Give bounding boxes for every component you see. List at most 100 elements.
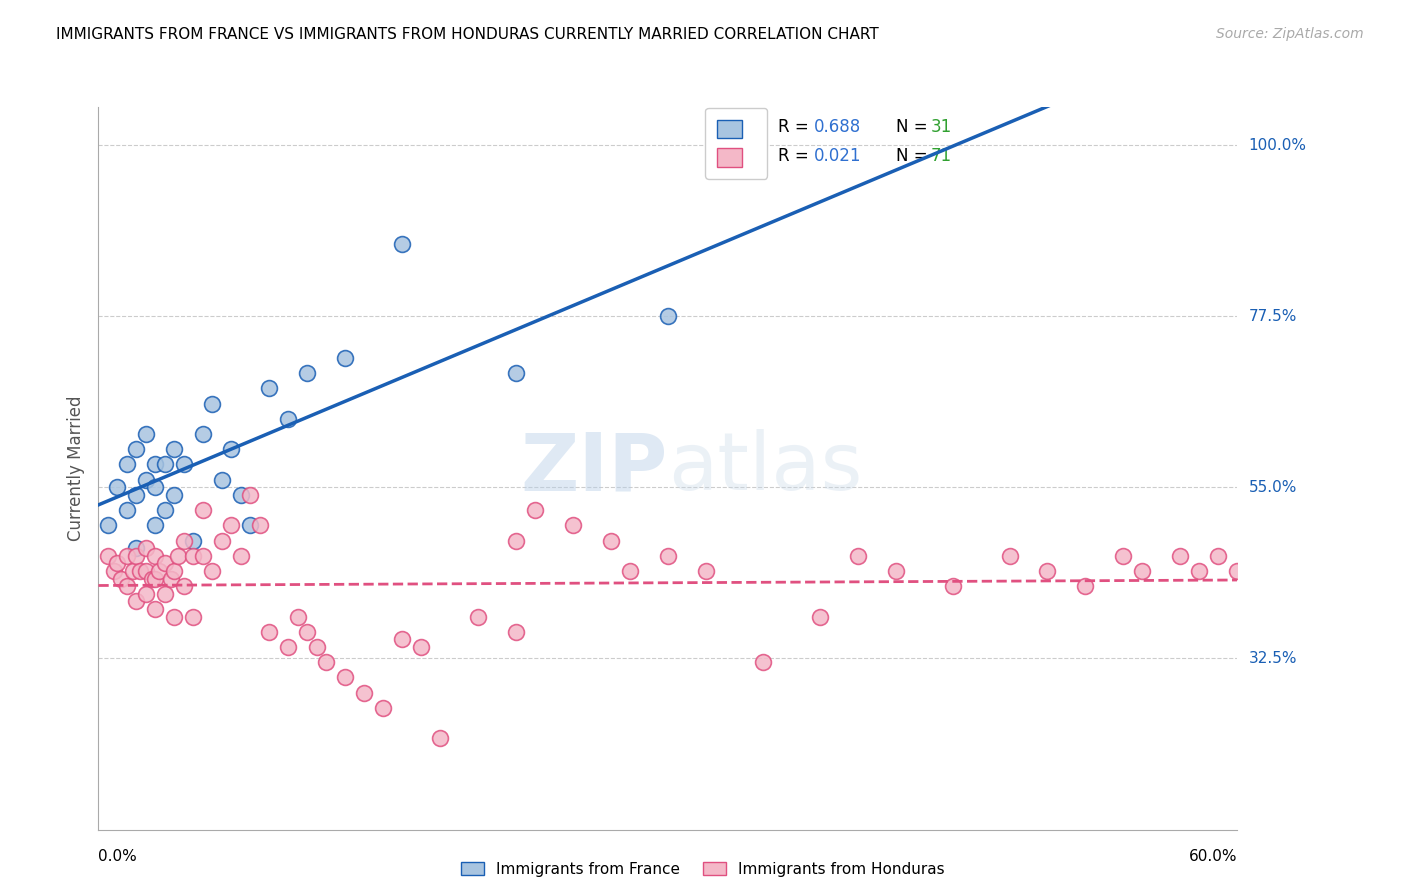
Point [183,609,205,624]
Text: 0.0%: 0.0% [98,848,138,863]
Text: IMMIGRANTS FROM FRANCE VS IMMIGRANTS FROM HONDURAS CURRENTLY MARRIED CORRELATION: IMMIGRANTS FROM FRANCE VS IMMIGRANTS FRO… [56,27,879,42]
Text: 55.0%: 55.0% [1249,480,1296,495]
Point [115,458,138,472]
Point [115,579,138,593]
Point [145,572,167,586]
Point [110,572,132,586]
Text: 71: 71 [931,147,952,165]
Point [145,458,167,472]
Point [153,557,176,571]
Point [183,533,205,548]
Point [145,518,167,533]
Point [505,366,527,380]
Point [1170,549,1192,563]
Text: R =: R = [778,118,814,136]
Point [335,670,357,684]
Point [201,564,224,578]
Point [411,640,433,654]
Point [505,533,527,548]
Y-axis label: Currently Married: Currently Married [66,395,84,541]
Point [97,518,120,533]
Point [1074,579,1097,593]
Point [297,624,319,639]
Legend: , : , [706,108,768,178]
Point [600,533,623,548]
Point [229,549,252,563]
Point [942,579,965,593]
Point [135,473,157,487]
Point [135,587,157,601]
Legend: Immigrants from France, Immigrants from Honduras: Immigrants from France, Immigrants from … [454,854,952,884]
Point [173,458,195,472]
Point [229,488,252,502]
Point [884,564,907,578]
Point [429,731,451,746]
Text: R =: R = [778,147,814,165]
Point [1036,564,1059,578]
Point [173,579,195,593]
Text: 100.0%: 100.0% [1249,137,1306,153]
Text: N =: N = [896,147,932,165]
Point [287,609,309,624]
Point [125,594,148,608]
Point [121,564,143,578]
Point [277,640,299,654]
Point [657,309,679,323]
Point [752,655,775,669]
Text: ZIP: ZIP [520,429,668,508]
Point [1112,549,1135,563]
Point [191,503,214,517]
Point [135,564,157,578]
Point [167,549,190,563]
Text: 77.5%: 77.5% [1249,309,1296,324]
Point [505,624,527,639]
Point [391,632,413,647]
Point [1226,564,1249,578]
Text: 32.5%: 32.5% [1249,651,1296,666]
Point [145,549,167,563]
Point [259,624,281,639]
Point [1188,564,1211,578]
Point [211,473,233,487]
Point [115,503,138,517]
Point [1132,564,1154,578]
Point [239,488,262,502]
Point [221,518,243,533]
Point [371,701,394,715]
Point [315,655,337,669]
Point [695,564,717,578]
Point [163,609,186,624]
Point [153,587,176,601]
Point [808,609,831,624]
Point [173,533,195,548]
Text: 60.0%: 60.0% [1189,848,1237,863]
Point [135,541,157,556]
Point [125,442,148,457]
Text: 0.688: 0.688 [814,118,862,136]
Point [249,518,271,533]
Point [148,564,170,578]
Point [1208,549,1230,563]
Point [191,427,214,442]
Point [657,549,679,563]
Point [619,564,641,578]
Point [103,564,125,578]
Point [201,397,224,411]
Point [846,549,869,563]
Text: Source: ZipAtlas.com: Source: ZipAtlas.com [1216,27,1364,41]
Point [391,236,413,251]
Point [107,557,129,571]
Point [145,480,167,494]
Point [153,458,176,472]
Point [125,488,148,502]
Point [239,518,262,533]
Point [153,503,176,517]
Point [562,518,585,533]
Point [353,686,375,700]
Point [211,533,233,548]
Point [259,381,281,395]
Point [129,564,152,578]
Point [159,572,181,586]
Point [125,549,148,563]
Point [163,442,186,457]
